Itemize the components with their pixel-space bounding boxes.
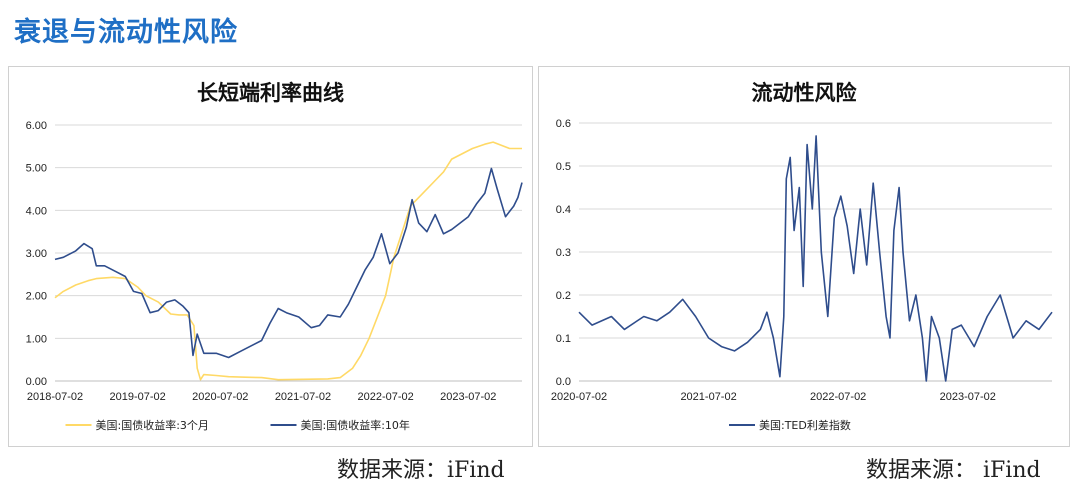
y-tick-label: 0.6 [556, 118, 571, 130]
x-tick-label: 2021-07-02 [275, 391, 331, 403]
legend-label: 美国:国债收益率:3个月 [96, 418, 209, 432]
legend-label: 美国:国债收益率:10年 [301, 418, 410, 432]
y-tick-label: 0.2 [556, 290, 571, 302]
x-tick-label: 2019-07-02 [110, 391, 166, 403]
series-line [54, 141, 522, 381]
legend-label: 美国:TED利差指数 [759, 418, 851, 432]
liquidity-risk-panel: 流动性风险 0.0 0.1 0.2 0.3 0.4 0.5 0.6 2020-07-02 202… [538, 66, 1070, 447]
y-tick-label: 4.00 [26, 205, 47, 217]
x-tick-label: 2023-07-02 [440, 391, 496, 403]
y-tick-label: 0.00 [26, 376, 47, 388]
yield-curve-chart: 0.00 1.00 2.00 3.00 4.00 5.00 6.00 2018-07-02 20… [26, 120, 523, 432]
y-tick-label: 0.4 [556, 204, 571, 216]
y-tick-label: 0.5 [556, 161, 571, 173]
y-tick-label: 5.00 [26, 163, 47, 175]
series-line [54, 167, 523, 359]
chart-title: 流动性风险 [751, 81, 857, 105]
x-tick-label: 2020-07-02 [192, 391, 248, 403]
x-tick-label: 2018-07-02 [27, 391, 83, 403]
y-tick-label: 6.00 [26, 120, 47, 132]
x-tick-label: 2020-07-02 [551, 391, 607, 403]
y-tick-label: 0.3 [556, 247, 571, 259]
data-source-label: 数据来源： iFind [866, 458, 1041, 483]
x-tick-label: 2022-07-02 [810, 391, 866, 403]
x-tick-label: 2021-07-02 [680, 391, 736, 403]
ted-spread-chart: 0.0 0.1 0.2 0.3 0.4 0.5 0.6 2020-07-02 2021-07-0… [551, 118, 1053, 432]
data-source-label: 数据来源：iFind [337, 458, 505, 483]
x-tick-label: 2023-07-02 [940, 391, 996, 403]
y-tick-label: 0.0 [556, 376, 571, 388]
y-tick-label: 3.00 [26, 248, 47, 260]
y-tick-label: 0.1 [556, 333, 571, 345]
y-tick-label: 1.00 [26, 333, 47, 345]
yield-curve-panel: 长短端利率曲线 0.00 1.00 2.00 3.00 4.00 5.00 6.00 2018… [8, 66, 533, 447]
x-tick-label: 2022-07-02 [357, 391, 413, 403]
y-tick-label: 2.00 [26, 291, 47, 303]
series-line [578, 135, 1053, 382]
page-title: 衰退与流动性风险 [14, 17, 238, 48]
chart-title: 长短端利率曲线 [197, 81, 344, 105]
